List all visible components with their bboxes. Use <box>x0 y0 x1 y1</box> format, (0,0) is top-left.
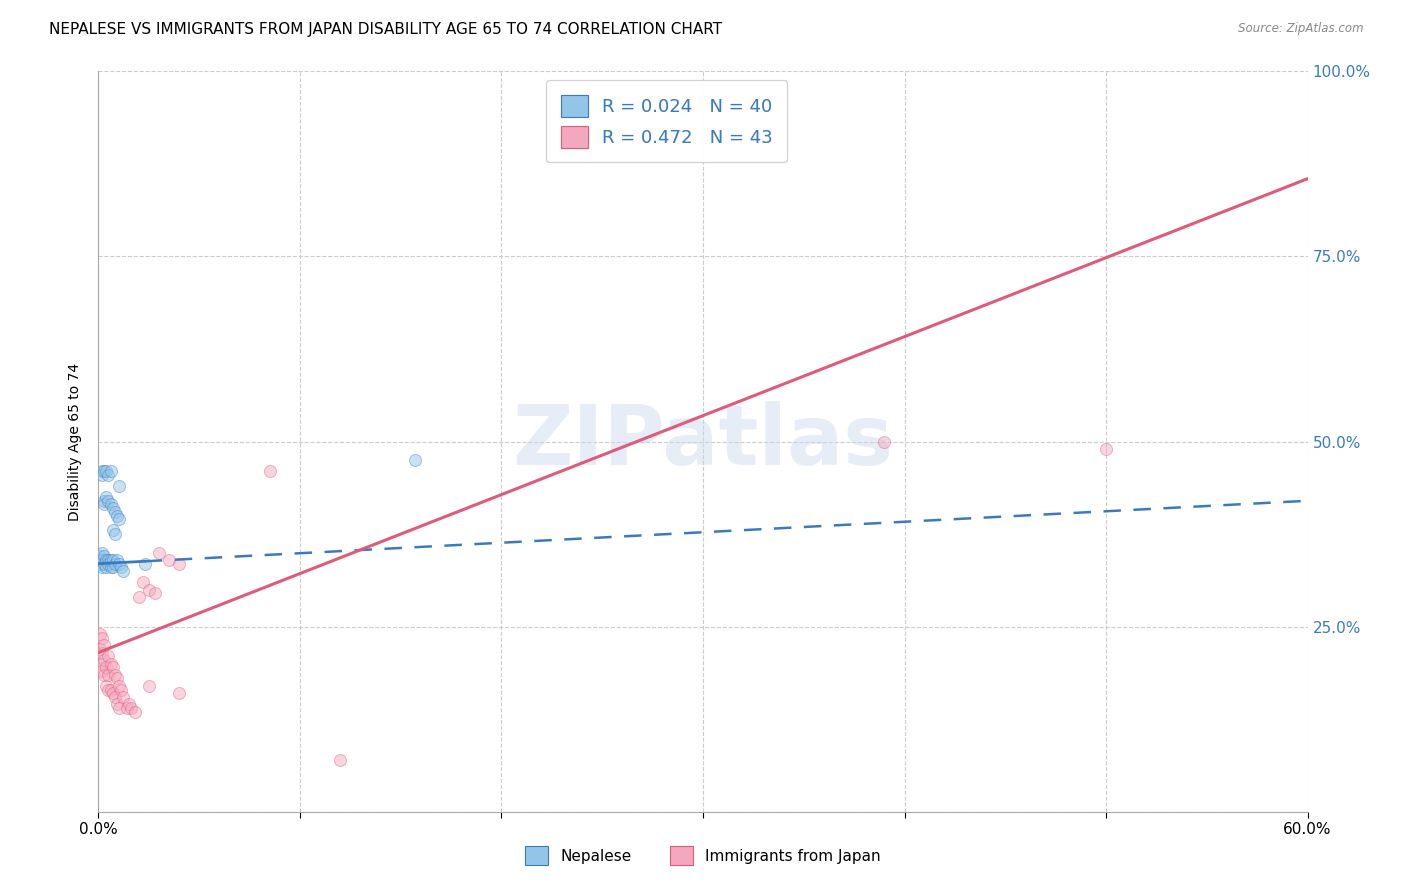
Point <box>259 464 281 478</box>
Text: Source: ZipAtlas.com: Source: ZipAtlas.com <box>1239 22 1364 36</box>
Point <box>132 575 155 590</box>
Point <box>93 638 115 652</box>
Point <box>91 664 114 678</box>
Point <box>118 698 141 712</box>
Point <box>101 553 124 567</box>
Point <box>91 464 114 478</box>
Point <box>97 493 120 508</box>
Point <box>89 549 111 564</box>
Point <box>128 590 150 604</box>
Point <box>107 557 129 571</box>
Point <box>148 546 170 560</box>
Point <box>93 549 115 564</box>
Point <box>120 701 142 715</box>
Point <box>138 582 160 597</box>
Point <box>89 557 111 571</box>
Point <box>97 557 120 571</box>
Point <box>404 453 426 467</box>
Point <box>101 524 124 538</box>
Text: ZIPatlas: ZIPatlas <box>513 401 893 482</box>
Point <box>329 753 352 767</box>
Point <box>100 682 122 697</box>
Point <box>105 698 128 712</box>
Point <box>1095 442 1118 456</box>
Point <box>107 679 129 693</box>
Legend: Nepalese, Immigrants from Japan: Nepalese, Immigrants from Japan <box>519 840 887 871</box>
Point <box>105 672 128 686</box>
Point <box>103 505 125 519</box>
Point <box>96 560 118 574</box>
Y-axis label: Disability Age 65 to 74: Disability Age 65 to 74 <box>69 362 83 521</box>
Point <box>124 705 146 719</box>
Point <box>101 660 124 674</box>
Point <box>97 467 120 482</box>
Point <box>97 682 120 697</box>
Point <box>110 560 132 574</box>
Point <box>167 557 190 571</box>
Point <box>100 553 122 567</box>
Point <box>105 508 128 523</box>
Point <box>101 501 124 516</box>
Point <box>93 653 115 667</box>
Point <box>96 660 118 674</box>
Point <box>103 690 125 704</box>
Point <box>143 586 166 600</box>
Point <box>96 553 118 567</box>
Point <box>91 560 114 574</box>
Point <box>93 498 115 512</box>
Point <box>107 512 129 526</box>
Point <box>91 553 114 567</box>
Point <box>89 641 111 656</box>
Point <box>91 646 114 660</box>
Point <box>100 560 122 574</box>
Point <box>111 564 134 578</box>
Point <box>134 557 156 571</box>
Point <box>91 631 114 645</box>
Point <box>91 467 114 482</box>
Point <box>103 527 125 541</box>
Point <box>91 546 114 560</box>
Point <box>93 557 115 571</box>
Point <box>111 690 134 704</box>
Point <box>93 493 115 508</box>
Point <box>101 560 124 574</box>
Point <box>873 434 896 449</box>
Point <box>97 553 120 567</box>
Legend: R = 0.024   N = 40, R = 0.472   N = 43: R = 0.024 N = 40, R = 0.472 N = 43 <box>546 80 787 162</box>
Point <box>103 557 125 571</box>
Point <box>107 479 129 493</box>
Point <box>100 464 122 478</box>
Point <box>115 701 138 715</box>
Point <box>167 686 190 700</box>
Point <box>107 701 129 715</box>
Point <box>96 490 118 504</box>
Point <box>93 464 115 478</box>
Point <box>100 657 122 671</box>
Point <box>138 679 160 693</box>
Point <box>103 667 125 681</box>
Point <box>93 667 115 681</box>
Point <box>96 679 118 693</box>
Point <box>110 682 132 697</box>
Point <box>97 649 120 664</box>
Point <box>91 657 114 671</box>
Point <box>100 498 122 512</box>
Point <box>101 686 124 700</box>
Point <box>157 553 180 567</box>
Text: NEPALESE VS IMMIGRANTS FROM JAPAN DISABILITY AGE 65 TO 74 CORRELATION CHART: NEPALESE VS IMMIGRANTS FROM JAPAN DISABI… <box>49 22 723 37</box>
Point <box>105 553 128 567</box>
Point <box>89 627 111 641</box>
Point <box>96 464 118 478</box>
Point <box>97 667 120 681</box>
